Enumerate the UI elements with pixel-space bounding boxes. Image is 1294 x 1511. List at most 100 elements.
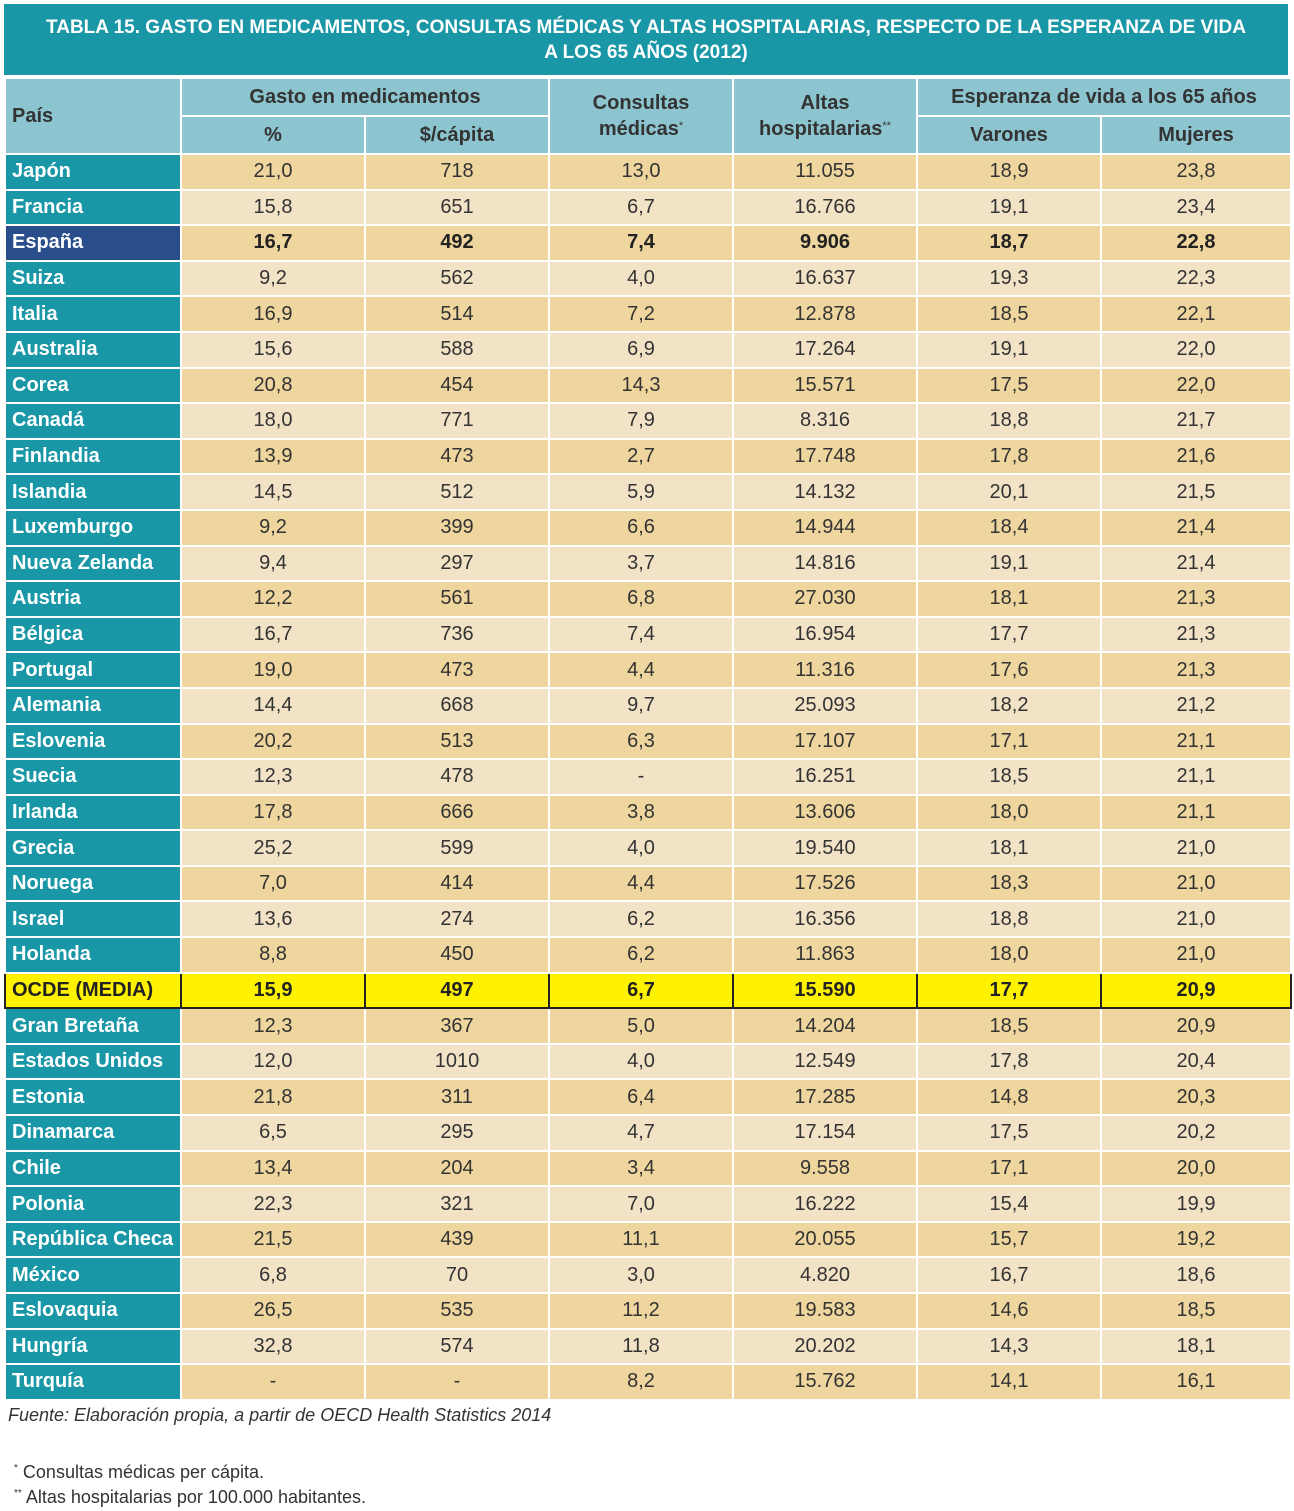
cell-altas: 16.356 — [732, 900, 918, 939]
header-altas-mark: ** — [882, 119, 891, 132]
cell-gasto-capita: 473 — [364, 651, 550, 689]
cell-pais: Alemania — [4, 686, 182, 725]
cell-gasto-capita: 274 — [364, 900, 550, 939]
cell-varones: 18,8 — [916, 402, 1102, 440]
cell-consultas: 7,2 — [548, 295, 734, 333]
cell-mujeres: 16,1 — [1099, 1363, 1293, 1401]
cell-mujeres: 21,5 — [1099, 473, 1293, 511]
cell-mujeres: 21,3 — [1099, 651, 1293, 689]
cell-varones: 18,8 — [916, 900, 1102, 939]
cell-mujeres: 21,7 — [1099, 402, 1293, 440]
table-row-ocde-average: OCDE (MEDIA) 15,9 497 6,7 15.590 17,7 20,9 — [4, 971, 1293, 1010]
cell-mujeres: 21,1 — [1099, 722, 1293, 761]
cell-varones: 17,5 — [916, 366, 1102, 405]
table-row: España 16,7 492 7,4 9.906 18,7 22,8 — [4, 224, 1293, 262]
table-row: Eslovaquia 26,5 535 11,2 19.583 14,6 18,5 — [4, 1292, 1293, 1330]
cell-gasto-pct: 20,2 — [180, 722, 366, 761]
cell-altas: 11.055 — [732, 153, 918, 191]
cell-gasto-capita: 321 — [364, 1185, 550, 1223]
cell-gasto-pct: - — [180, 1363, 366, 1401]
cell-gasto-pct: 13,6 — [180, 900, 366, 939]
table-row: Estonia 21,8 311 6,4 17.285 14,8 20,3 — [4, 1078, 1293, 1117]
header-altas: Altas hospitalarias** — [732, 77, 918, 155]
cell-varones: 18,3 — [916, 864, 1102, 903]
cell-altas: 25.093 — [732, 686, 918, 725]
cell-mujeres: 21,3 — [1099, 615, 1293, 654]
cell-varones: 18,5 — [916, 758, 1102, 796]
cell-gasto-capita: 599 — [364, 829, 550, 867]
cell-gasto-capita: 574 — [364, 1327, 550, 1366]
cell-varones: 20,1 — [916, 473, 1102, 511]
cell-consultas: 4,0 — [548, 1042, 734, 1081]
cell-pais: Estados Unidos — [4, 1042, 182, 1081]
cell-altas: 16.766 — [732, 188, 918, 227]
table-row: Corea 20,8 454 14,3 15.571 17,5 22,0 — [4, 366, 1293, 405]
cell-pais: México — [4, 1256, 182, 1294]
cell-pais: Islandia — [4, 473, 182, 511]
cell-gasto-pct: 12,3 — [180, 758, 366, 796]
cell-pais: Australia — [4, 330, 182, 369]
cell-varones: 18,0 — [916, 793, 1102, 832]
cell-gasto-pct: 16,7 — [180, 224, 366, 262]
cell-mujeres: 20,0 — [1099, 1149, 1293, 1188]
cell-varones: 18,2 — [916, 686, 1102, 725]
table-row: Nueva Zelanda 9,4 297 3,7 14.816 19,1 21,4 — [4, 544, 1293, 583]
cell-gasto-capita: 478 — [364, 758, 550, 796]
table-row: Noruega 7,0 414 4,4 17.526 18,3 21,0 — [4, 864, 1293, 903]
cell-varones: 18,7 — [916, 224, 1102, 262]
cell-altas: 12.878 — [732, 295, 918, 333]
table-title-line2: A LOS 65 AÑOS (2012) — [544, 42, 748, 63]
cell-gasto-pct: 18,0 — [180, 402, 366, 440]
cell-consultas: 9,7 — [548, 686, 734, 725]
cell-pais: España — [4, 224, 182, 262]
table-row: Francia 15,8 651 6,7 16.766 19,1 23,4 — [4, 188, 1293, 227]
table-row: Dinamarca 6,5 295 4,7 17.154 17,5 20,2 — [4, 1114, 1293, 1152]
cell-gasto-capita: 450 — [364, 936, 550, 974]
cell-varones: 14,1 — [916, 1363, 1102, 1401]
cell-altas: 19.583 — [732, 1292, 918, 1330]
cell-pais: OCDE (MEDIA) — [4, 971, 182, 1010]
cell-pais: Chile — [4, 1149, 182, 1188]
table-row: Suiza 9,2 562 4,0 16.637 19,3 22,3 — [4, 259, 1293, 298]
cell-consultas: 4,0 — [548, 829, 734, 867]
table-row: Japón 21,0 718 13,0 11.055 18,9 23,8 — [4, 153, 1293, 191]
table-row: Gran Bretaña 12,3 367 5,0 14.204 18,5 20,9 — [4, 1007, 1293, 1045]
cell-gasto-pct: 9,2 — [180, 259, 366, 298]
header-consultas-line1: Consultas — [592, 91, 690, 114]
cell-gasto-capita: - — [364, 1363, 550, 1401]
cell-gasto-pct: 12,2 — [180, 580, 366, 618]
cell-consultas: 4,0 — [548, 259, 734, 298]
cell-varones: 18,0 — [916, 936, 1102, 974]
table-row: Canadá 18,0 771 7,9 8.316 18,8 21,7 — [4, 402, 1293, 440]
table-row: Eslovenia 20,2 513 6,3 17.107 17,1 21,1 — [4, 722, 1293, 761]
cell-altas: 11.316 — [732, 651, 918, 689]
footnote-consultas-mark: * — [14, 1463, 18, 1474]
cell-gasto-capita: 562 — [364, 259, 550, 298]
cell-gasto-capita: 497 — [364, 971, 550, 1010]
cell-gasto-pct: 15,9 — [180, 971, 366, 1010]
cell-gasto-capita: 492 — [364, 224, 550, 262]
cell-gasto-pct: 26,5 — [180, 1292, 366, 1330]
header-gasto: Gasto en medicamentos — [180, 77, 550, 117]
cell-mujeres: 23,8 — [1099, 153, 1293, 191]
data-table: País Gasto en medicamentos Consultas méd… — [4, 77, 1293, 1401]
cell-varones: 14,6 — [916, 1292, 1102, 1330]
cell-mujeres: 18,6 — [1099, 1256, 1293, 1294]
footnote-consultas: * Consultas médicas per cápita. — [14, 1462, 264, 1483]
cell-pais: Polonia — [4, 1185, 182, 1223]
cell-pais: Corea — [4, 366, 182, 405]
header-pais: País — [4, 77, 182, 155]
header-consultas: Consultas médicas* — [548, 77, 734, 155]
cell-gasto-capita: 561 — [364, 580, 550, 618]
table-row: Alemania 14,4 668 9,7 25.093 18,2 21,2 — [4, 686, 1293, 725]
cell-pais: Bélgica — [4, 615, 182, 654]
cell-mujeres: 20,3 — [1099, 1078, 1293, 1117]
cell-pais: Finlandia — [4, 437, 182, 476]
cell-pais: Dinamarca — [4, 1114, 182, 1152]
cell-consultas: 6,7 — [548, 971, 734, 1010]
cell-mujeres: 21,0 — [1099, 900, 1293, 939]
cell-gasto-capita: 399 — [364, 508, 550, 547]
cell-altas: 17.526 — [732, 864, 918, 903]
table-row: Turquía - -8,2 15.762 14,1 16,1 — [4, 1363, 1293, 1401]
cell-gasto-pct: 12,0 — [180, 1042, 366, 1081]
